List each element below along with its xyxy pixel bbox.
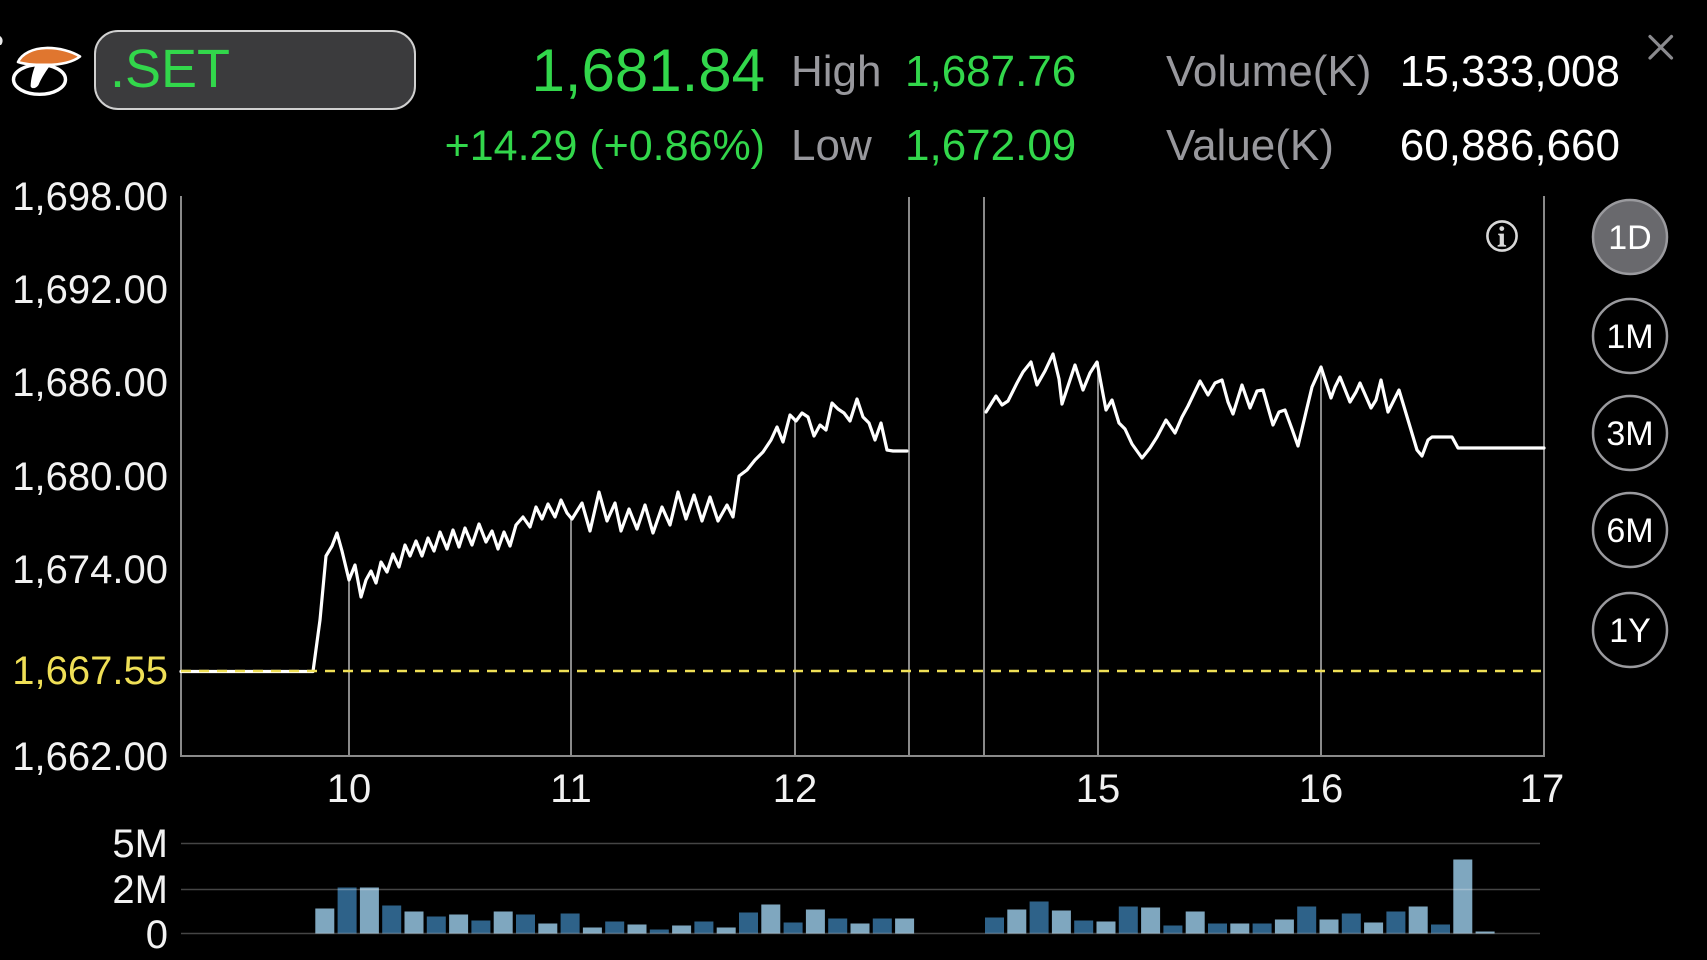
svg-text:16: 16 <box>1299 767 1344 811</box>
svg-text:1,674.00: 1,674.00 <box>12 548 168 592</box>
svg-text:1,686.00: 1,686.00 <box>12 361 168 405</box>
svg-text:1,692.00: 1,692.00 <box>12 268 168 312</box>
svg-text:1D: 1D <box>1608 219 1651 257</box>
svg-text:6M: 6M <box>1606 512 1653 550</box>
svg-text:15: 15 <box>1076 767 1121 811</box>
svg-text:1,698.00: 1,698.00 <box>12 175 168 219</box>
svg-text:3M: 3M <box>1606 415 1653 453</box>
svg-text:1,680.00: 1,680.00 <box>12 455 168 499</box>
svg-text:1,667.55: 1,667.55 <box>12 649 168 693</box>
svg-text:0: 0 <box>146 913 168 957</box>
svg-text:10: 10 <box>327 767 372 811</box>
svg-text:1Y: 1Y <box>1609 612 1651 650</box>
svg-text:12: 12 <box>773 767 818 811</box>
svg-text:17: 17 <box>1520 767 1565 811</box>
svg-text:2M: 2M <box>112 868 168 912</box>
svg-text:1M: 1M <box>1606 318 1653 356</box>
svg-text:5M: 5M <box>112 822 168 866</box>
svg-text:1,662.00: 1,662.00 <box>12 735 168 779</box>
svg-text:11: 11 <box>550 767 592 811</box>
